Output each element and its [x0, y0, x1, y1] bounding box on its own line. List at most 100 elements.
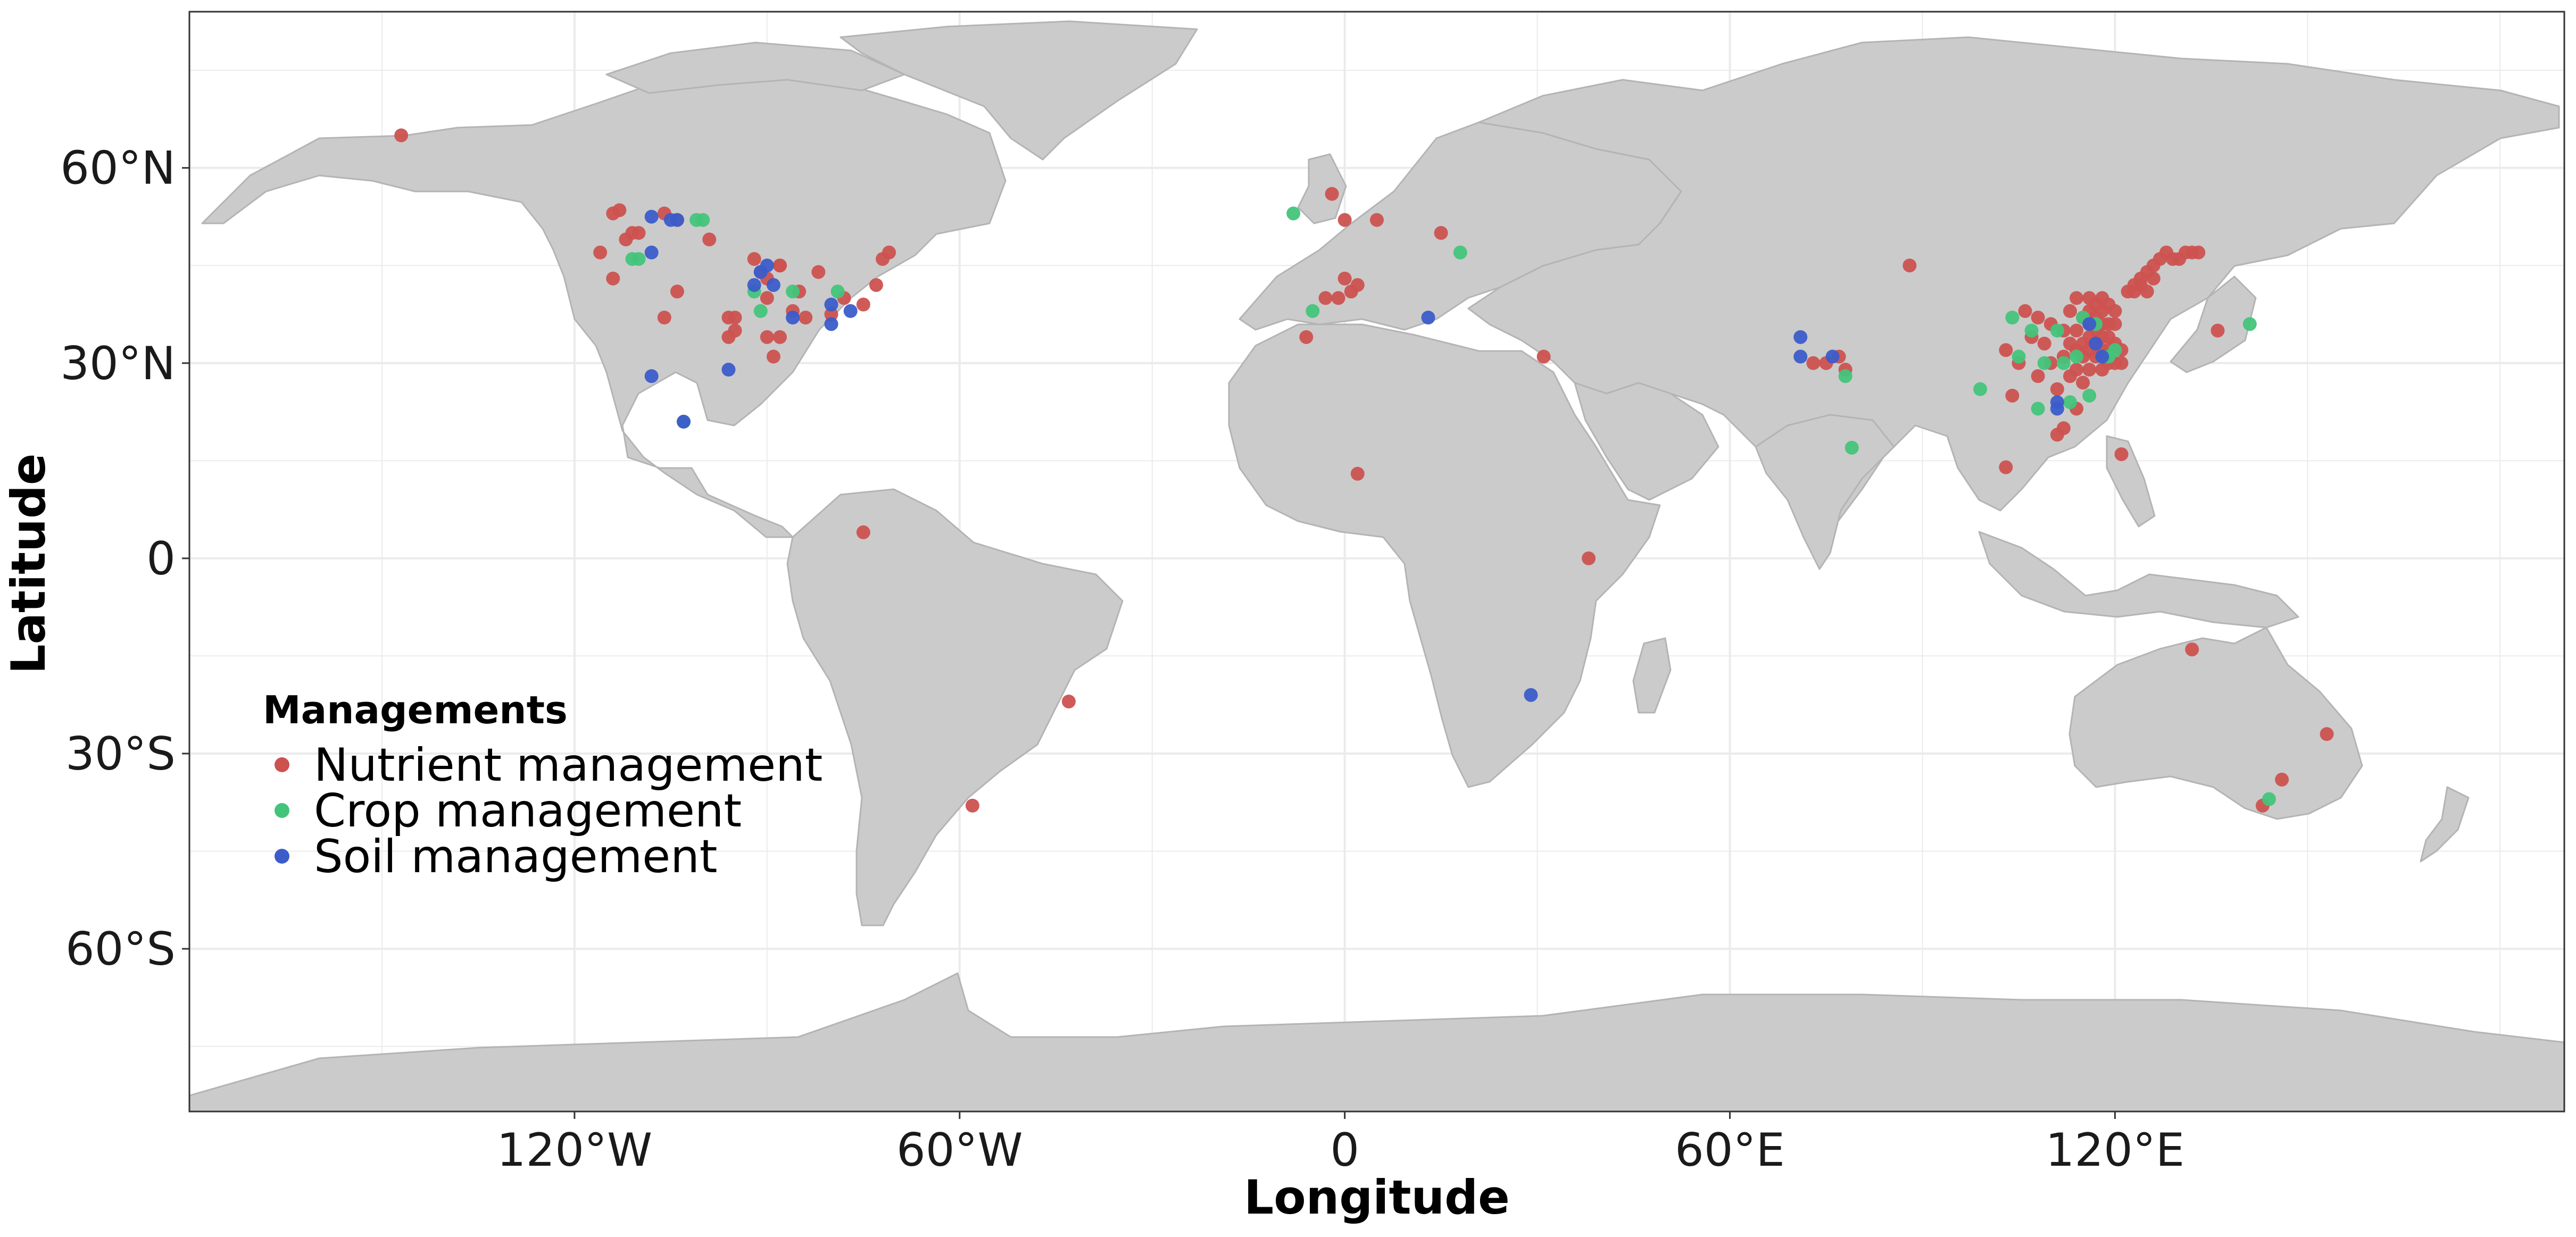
soil-management-point [644, 210, 659, 224]
nutrient-management-point [1370, 213, 1384, 227]
soil-management-point [676, 414, 691, 429]
nutrient-management-point [2275, 772, 2289, 787]
nutrient-management-point [1582, 551, 1596, 565]
nutrient-management-point [760, 330, 774, 344]
crop-management-point [1306, 304, 1320, 318]
soil-management-point [1793, 349, 1808, 364]
land-greenland [840, 20, 1198, 161]
nutrient-management-point [394, 128, 409, 143]
legend-key-crop-management [275, 803, 289, 818]
legend-label-nutrient-management: Nutrient management [314, 739, 822, 792]
land-new-zealand [2420, 786, 2470, 863]
legend-item-nutrient-management: Nutrient management [275, 739, 822, 792]
nutrient-management-point [2114, 356, 2129, 370]
nutrient-management-point [657, 311, 671, 325]
y-tick-label: 60°S [65, 923, 176, 976]
crop-management-point [1286, 206, 1301, 221]
soil-management-point [721, 363, 736, 377]
soil-management-point [824, 297, 838, 312]
nutrient-management-point [728, 323, 742, 338]
nutrient-management-point [811, 265, 826, 279]
soil-management-point [2089, 337, 2103, 351]
y-tick-label: 60°N [60, 142, 176, 195]
nutrient-management-point [1350, 278, 1365, 292]
nutrient-management-point [670, 285, 684, 299]
nutrient-management-point [1806, 356, 1821, 370]
legend-key-soil-management [275, 849, 289, 864]
soil-management-point [843, 304, 858, 318]
nutrient-management-point [2108, 304, 2122, 318]
nutrient-management-point [766, 349, 780, 364]
crop-management-point [1844, 440, 1859, 455]
nutrient-management-point [2320, 727, 2334, 741]
y-tick-label: 30°S [65, 728, 176, 781]
crop-management-point [1973, 382, 1988, 396]
land-madagascar [1632, 637, 1672, 714]
nutrient-management-point [593, 245, 608, 260]
data-points [394, 128, 2334, 813]
nutrient-management-point [760, 291, 774, 305]
nutrient-management-point [2050, 428, 2064, 442]
crop-management-point [2070, 349, 2084, 364]
nutrient-management-point [2005, 388, 2020, 403]
soil-management-point [786, 311, 800, 325]
soil-management-point [747, 278, 761, 292]
nutrient-management-point [2037, 337, 2051, 351]
land-africa [1228, 323, 1661, 788]
crop-management-point [2012, 349, 2026, 364]
nutrient-management-point [631, 226, 646, 240]
crop-management-point [625, 252, 639, 266]
crop-management-point [1453, 245, 1467, 260]
nutrient-management-point [702, 232, 717, 247]
crop-management-point [2082, 388, 2097, 403]
crop-management-point [2050, 323, 2064, 338]
nutrient-management-point [799, 311, 813, 325]
nutrient-management-point [856, 525, 870, 539]
nutrient-management-point [965, 798, 979, 813]
crop-management-point [753, 304, 768, 318]
nutrient-management-point [856, 297, 870, 312]
land-great-britain [1297, 153, 1347, 224]
soil-management-point [1793, 330, 1808, 344]
nutrient-management-point [2018, 304, 2032, 318]
soil-management-point [760, 258, 774, 273]
soil-management-point [1524, 688, 1538, 702]
nutrient-management-point [1299, 330, 1314, 344]
nutrient-management-point [2070, 363, 2084, 377]
crop-management-point [2262, 792, 2276, 806]
nutrient-management-point [2031, 311, 2045, 325]
land-indonesia [1978, 531, 2299, 629]
x-tick-label: 120°E [2046, 1124, 2185, 1177]
y-axis-title: Latitude [1, 453, 56, 674]
nutrient-management-point [2191, 245, 2206, 260]
crop-management-point [2005, 311, 2020, 325]
nutrient-management-point [2070, 291, 2084, 305]
crop-management-point [2242, 317, 2257, 331]
soil-management-point [2050, 395, 2064, 409]
nutrient-management-point [824, 307, 838, 322]
nutrient-management-point [1999, 460, 2013, 474]
legend-key-nutrient-management [275, 757, 289, 772]
nutrient-management-point [1999, 343, 2013, 357]
crop-management-point [830, 285, 845, 299]
soil-management-point [1421, 311, 1435, 325]
soil-management-point [670, 213, 684, 227]
nutrient-management-point [1902, 258, 1917, 273]
soil-management-point [644, 369, 659, 383]
land-antarctica [189, 972, 2564, 1111]
x-tick-label: 0 [1330, 1124, 1359, 1177]
nutrient-management-point [2063, 304, 2078, 318]
x-axis-title: Longitude [1244, 1170, 1510, 1225]
soil-management-point [824, 317, 838, 331]
land-india [1755, 414, 1895, 570]
land-layer [189, 20, 2564, 1111]
x-tick-label: 60°E [1675, 1124, 1785, 1177]
soil-management-point [644, 245, 659, 260]
land-asia [1467, 36, 2560, 533]
soil-management-point [1825, 349, 1840, 364]
nutrient-management-point [772, 330, 787, 344]
nutrient-management-point [2050, 382, 2064, 396]
nutrient-management-point [2185, 642, 2199, 657]
nutrient-management-point [747, 252, 761, 266]
crop-management-point [2031, 402, 2045, 416]
